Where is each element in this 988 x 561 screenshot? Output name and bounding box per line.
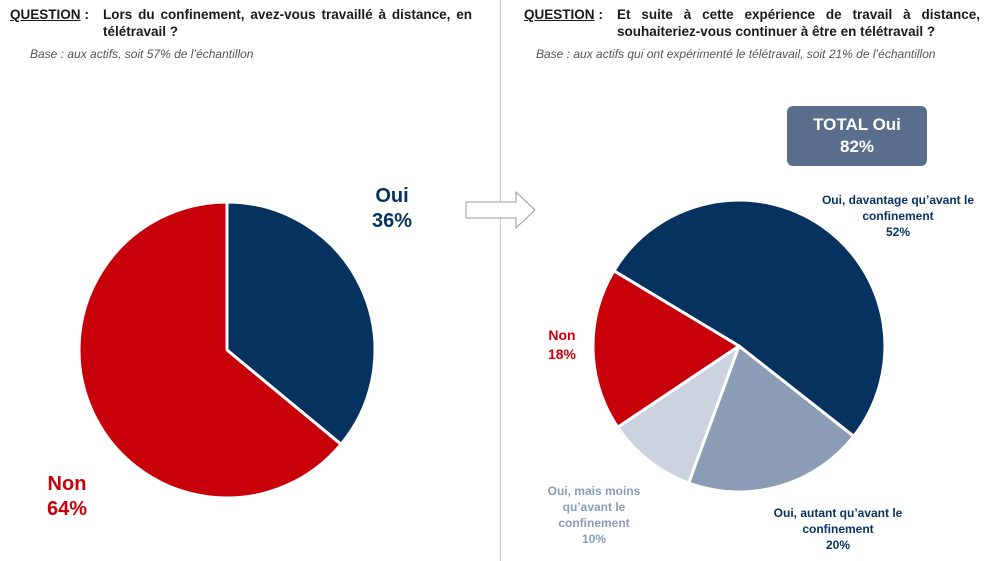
left-oui-name: Oui	[375, 185, 409, 207]
right-moins-value: 10%	[581, 532, 607, 546]
total-oui-value: 82%	[839, 137, 875, 156]
panel-divider	[500, 0, 501, 561]
right-pie-slice-2	[616, 344, 741, 485]
left-non-label: Non 64%	[37, 472, 97, 522]
left-oui-label: Oui 36%	[362, 184, 422, 234]
left-question-text: Lors du confinement, avez-vous travaillé…	[103, 7, 472, 39]
right-non-value: 18%	[547, 346, 577, 362]
right-non-name: Non	[548, 327, 576, 343]
left-question-label: QUESTION	[10, 7, 81, 22]
left-pie-chart	[77, 200, 377, 500]
right-arrow-icon	[465, 190, 536, 230]
left-question-colon: :	[84, 7, 90, 22]
total-oui-badge: TOTAL Oui 82%	[787, 106, 927, 166]
right-pie-chart	[591, 198, 887, 494]
total-oui-label: TOTAL Oui	[813, 115, 901, 134]
left-pie-slice-1	[77, 200, 343, 500]
right-autant-label: Oui, autant qu’avant le confinement 20%	[760, 505, 916, 553]
left-question: QUESTION: Lors du confinement, avez-vous…	[10, 6, 472, 40]
right-davantage-value: 52%	[885, 225, 911, 239]
right-pie-slice-3	[591, 269, 741, 429]
left-non-name: Non	[47, 473, 87, 495]
left-non-value: 64%	[46, 498, 88, 520]
right-pie-slice-1	[687, 344, 856, 494]
right-davantage-label: Oui, davantage qu’avant le confinement 5…	[818, 192, 978, 240]
right-question-label: QUESTION	[524, 7, 595, 22]
left-oui-value: 36%	[371, 210, 413, 232]
right-question: QUESTION: Et suite à cette expérience de…	[524, 6, 980, 40]
right-base-note: Base : aux actifs qui ont expérimenté le…	[536, 47, 936, 61]
right-autant-value: 20%	[825, 538, 851, 552]
left-pie-slice-0	[225, 200, 377, 446]
right-moins-label: Oui, mais moins qu’avant le confinement …	[540, 483, 648, 547]
right-question-text: Et suite à cette expérience de travail à…	[617, 7, 980, 39]
right-question-colon: :	[598, 7, 604, 22]
left-base-note: Base : aux actifs, soit 57% de l’échanti…	[30, 47, 254, 61]
right-autant-name: Oui, autant qu’avant le confinement	[773, 506, 903, 536]
right-pie-slice-0	[612, 198, 887, 438]
right-moins-name: Oui, mais moins qu’avant le confinement	[547, 484, 641, 530]
right-non-label: Non 18%	[532, 326, 592, 364]
right-davantage-name: Oui, davantage qu’avant le confinement	[821, 193, 975, 223]
